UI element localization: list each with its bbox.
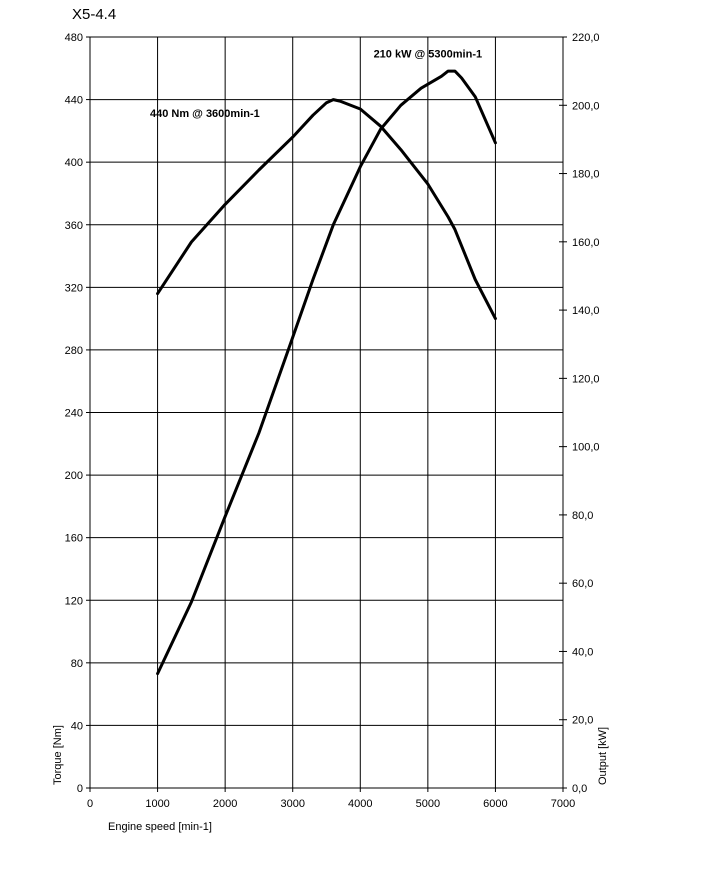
- x-tick-label: 5000: [416, 798, 440, 810]
- y2-tick-label: 0,0: [572, 783, 587, 795]
- y-tick-label: 120: [65, 595, 83, 607]
- y-tick-label: 360: [65, 220, 83, 232]
- y-tick-label: 400: [65, 157, 83, 169]
- y2-tick-label: 120,0: [572, 373, 600, 385]
- x-tick-label: 3000: [280, 798, 304, 810]
- y-tick-label: 200: [65, 470, 83, 482]
- chart-title: X5-4.4: [72, 6, 116, 23]
- y-tick-label: 0: [77, 783, 83, 795]
- y2-tick-label: 200,0: [572, 100, 600, 112]
- annotations: 440 Nm @ 3600min-1 210 kW @ 5300min-1: [150, 48, 482, 119]
- y-axis-label: Torque [Nm]: [52, 725, 64, 785]
- y-tick-labels: 0 40 80 120 160 200 240 280 320 360 400 440 480: [65, 32, 83, 795]
- x-tick-label: 7000: [551, 798, 575, 810]
- y-tick-label: 80: [71, 658, 83, 670]
- y2-axis-label: Output [kW]: [597, 727, 609, 785]
- y-tick-label: 40: [71, 720, 83, 732]
- x-tick-label: 0: [87, 798, 93, 810]
- y2-tick-label: 40,0: [572, 646, 593, 658]
- x-tick-label: 2000: [213, 798, 237, 810]
- output-curve: [156, 69, 497, 676]
- torque-curve: [156, 98, 497, 321]
- y2-tick-label: 60,0: [572, 578, 593, 590]
- grid: [86, 36, 567, 792]
- y2-tick-label: 100,0: [572, 442, 600, 454]
- y-tick-label: 160: [65, 533, 83, 545]
- series-lines: [156, 69, 497, 676]
- y2-tick-label: 160,0: [572, 237, 600, 249]
- y2-tick-label: 20,0: [572, 715, 593, 727]
- y2-tick-labels: 0,0 20,0 40,0 60,0 80,0 100,0 120,0 140,0 160,0 1…: [572, 32, 600, 795]
- x-tick-label: 4000: [348, 798, 372, 810]
- x-tick-labels: 0 1000 2000 3000 4000 5000 6000 7000: [87, 798, 575, 810]
- x-tick-label: 1000: [145, 798, 169, 810]
- annotation-label: 440 Nm @ 3600min-1: [150, 108, 260, 120]
- y-tick-label: 320: [65, 282, 83, 294]
- y-tick-label: 280: [65, 345, 83, 357]
- y-tick-label: 440: [65, 95, 83, 107]
- y2-tick-label: 80,0: [572, 510, 593, 522]
- annotation-label: 210 kW @ 5300min-1: [374, 48, 483, 60]
- x-tick-label: 6000: [483, 798, 507, 810]
- y2-tick-label: 180,0: [572, 169, 600, 181]
- y-tick-label: 240: [65, 408, 83, 420]
- y-tick-label: 480: [65, 32, 83, 44]
- y2-tick-label: 220,0: [572, 32, 600, 44]
- y2-tick-label: 140,0: [572, 305, 600, 317]
- x-axis-label: Engine speed [min-1]: [108, 821, 212, 833]
